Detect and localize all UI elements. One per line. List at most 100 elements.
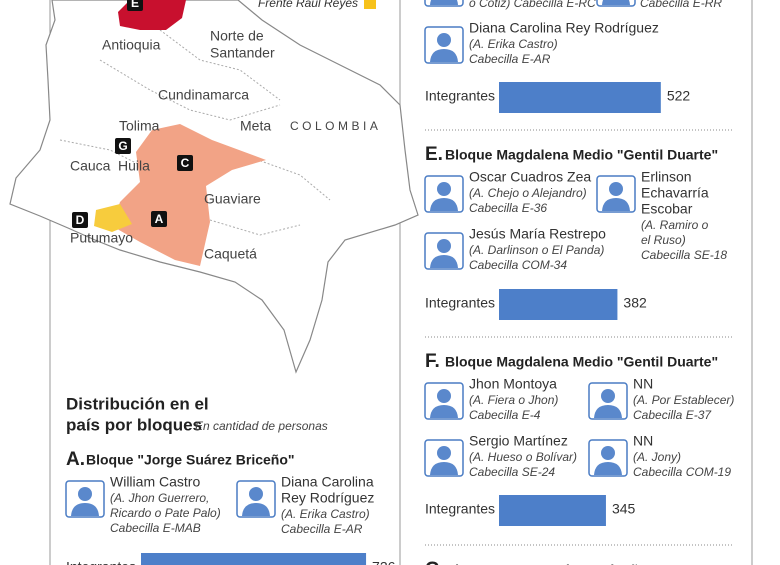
map-label: Cundinamarca [158, 87, 249, 103]
avatar-body [242, 503, 270, 516]
person-name: Sergio Martínez [469, 433, 568, 449]
avatar-head [437, 33, 451, 47]
person-role: Cabecilla E-4 [469, 408, 541, 422]
avatar [424, 26, 464, 64]
section-letter: F. [425, 351, 440, 372]
marker-letter: E [131, 0, 139, 10]
avatar-head [437, 446, 451, 460]
person-name: NN [633, 433, 653, 449]
person-alias: (A. Darlinson o El Panda) [469, 243, 604, 257]
avatar-head [601, 446, 615, 460]
person-role: Cabecilla SE-24 [469, 465, 555, 479]
map [9, 0, 419, 374]
avatar [65, 480, 105, 518]
members-value: 726 [372, 559, 396, 565]
avatar [424, 175, 464, 213]
avatar-head [437, 239, 451, 253]
person-name: William Castro [110, 474, 200, 490]
region-orange [112, 124, 266, 266]
avatar-head [249, 487, 263, 501]
legend-swatch [364, 0, 376, 9]
person-role: Cabecilla SE-18 [641, 248, 727, 262]
members-value: 522 [667, 88, 691, 104]
person-name: Jesús María Restrepo [469, 226, 606, 242]
avatar-body [71, 503, 99, 516]
person-alias: (A. Chejo o Alejandro) [469, 186, 587, 200]
section-title: Bloque Magdalena Medio "Gentil Duarte" [445, 354, 718, 370]
avatar [424, 232, 464, 270]
fragment: o Cotiz) Cabecilla E-RC [469, 0, 596, 10]
members-bar [141, 553, 367, 565]
avatar-body [430, 255, 458, 268]
person-alias: (A. Erika Castro) [469, 37, 558, 51]
members-value: 345 [612, 501, 636, 517]
avatar-body [430, 198, 458, 211]
map-label: Cauca [70, 158, 111, 174]
marker-letter: A [155, 212, 164, 226]
members-label: Integrantes [425, 501, 495, 517]
person-alias: el Ruso) [641, 233, 686, 247]
map-marker [151, 211, 167, 227]
avatar-head [78, 487, 92, 501]
person-role: Cabecilla COM-34 [469, 258, 567, 272]
person-alias: (A. Erika Castro) [281, 507, 370, 521]
avatar [236, 480, 276, 518]
avatar-body [602, 198, 630, 211]
avatar-body [430, 0, 458, 5]
person-alias: (A. Jhon Guerrero, [110, 491, 209, 505]
map-marker [177, 155, 193, 171]
person-name: Jhon Montoya [469, 376, 557, 392]
person-alias: (A. Hueso o Bolívar) [469, 450, 577, 464]
map-label: Meta [240, 118, 271, 134]
members-bar [499, 82, 661, 113]
legend-label: Frente Raúl Reyes [258, 0, 358, 10]
person-alias: (A. Por Establecer) [633, 393, 734, 407]
country-label: COLOMBIA [290, 119, 381, 133]
map-marker [127, 0, 143, 11]
avatar [424, 439, 464, 477]
section-letter: G. [425, 559, 445, 565]
person-role: Cabecilla E-MAB [110, 521, 201, 535]
map-label: Norte de [210, 28, 264, 44]
avatar [424, 382, 464, 420]
map-label: Putumayo [70, 230, 133, 246]
person-name: Oscar Cuadros Zea [469, 169, 591, 185]
marker-letter: C [181, 156, 190, 170]
person-name: Echavarría [641, 185, 709, 201]
members-label: Integrantes [425, 295, 495, 311]
map-label: Huila [118, 158, 150, 174]
person-alias: Ricardo o Pate Palo) [110, 506, 221, 520]
panel-subtitle: En cantidad de personas [195, 419, 328, 433]
avatar-head [609, 182, 623, 196]
avatar [596, 0, 636, 7]
section-title: Bloque "Jorge Suárez Briceño" [86, 452, 295, 468]
avatar-head [437, 182, 451, 196]
person-name: Diana Carolina Rey Rodríguez [469, 20, 659, 36]
avatar [424, 0, 464, 7]
marker-letter: G [118, 139, 127, 153]
map-label: Tolima [119, 118, 160, 134]
person-name: Rey Rodríguez [281, 490, 374, 506]
section-letter: E. [425, 144, 443, 165]
person-alias: (A. Jony) [633, 450, 681, 464]
members-label: Integrantes [66, 559, 136, 565]
panel-title: Distribución en el [66, 394, 209, 413]
person-alias: (A. Fiera o Jhon) [469, 393, 558, 407]
person-role: Cabecilla E-36 [469, 201, 547, 215]
members-label: Integrantes [425, 88, 495, 104]
avatar-head [437, 389, 451, 403]
members-bar [499, 495, 606, 526]
map-label: Antioquia [102, 37, 161, 53]
avatar-body [602, 0, 630, 5]
map-label: Santander [210, 45, 275, 61]
section-title: Bloque Magdalena Medio "Gentil Duarte" [445, 147, 718, 163]
map-label: Guaviare [204, 191, 261, 207]
avatar [588, 382, 628, 420]
person-name: NN [633, 376, 653, 392]
avatar [596, 175, 636, 213]
avatar-body [594, 405, 622, 418]
person-alias: (A. Ramiro o [641, 218, 709, 232]
members-bar [499, 289, 618, 320]
